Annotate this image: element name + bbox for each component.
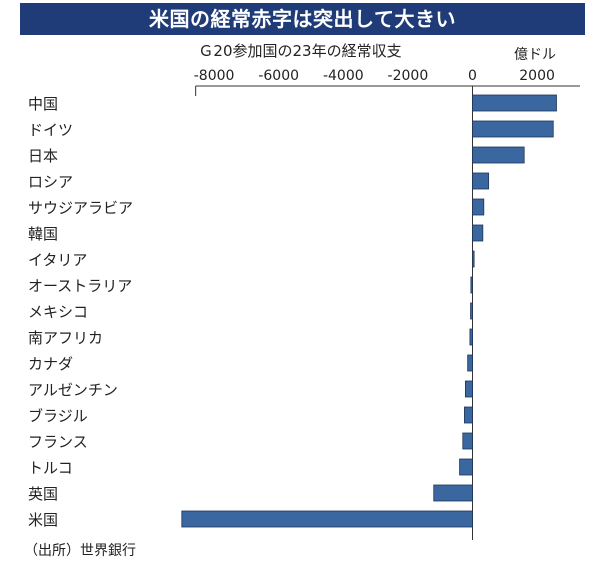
x-tick-label: 2000: [519, 68, 555, 84]
category-label: アルゼンチン: [28, 381, 118, 399]
category-label: ロシア: [28, 173, 73, 191]
bar-10: [469, 328, 473, 346]
bar-7: [472, 250, 475, 268]
bar-3: [472, 146, 525, 164]
category-label: 中国: [28, 95, 58, 113]
category-label: オーストラリア: [28, 277, 132, 295]
x-tick-label: 0: [468, 68, 477, 84]
bar-12: [464, 380, 473, 398]
x-tick-label: -6000: [258, 68, 299, 84]
category-label: 韓国: [28, 225, 58, 243]
bar-14: [462, 432, 473, 450]
source-note: （出所）世界銀行: [24, 543, 136, 559]
category-label: カナダ: [28, 355, 73, 373]
category-label: 米国: [28, 511, 58, 529]
unit-label: 億ドル: [514, 47, 556, 63]
bar-13: [464, 406, 473, 424]
bar-17: [181, 510, 473, 528]
category-label: 日本: [28, 147, 58, 165]
bar-4: [472, 172, 490, 190]
bar-6: [472, 224, 484, 242]
bar-11: [467, 354, 473, 372]
bar-16: [433, 484, 473, 502]
category-label: ドイツ: [28, 121, 73, 139]
chart-title: 米国の経常赤字は突出して大きい: [20, 3, 585, 35]
category-label: トルコ: [28, 459, 73, 477]
category-label: サウジアラビア: [28, 199, 133, 217]
x-tick-label: -4000: [323, 68, 364, 84]
bar-15: [459, 458, 473, 476]
bar-2: [472, 120, 554, 138]
category-label: ブラジル: [28, 407, 88, 425]
category-label: 英国: [28, 485, 58, 503]
category-label: 南アフリカ: [28, 329, 103, 347]
bar-8: [470, 276, 473, 294]
category-label: メキシコ: [28, 303, 88, 321]
x-tick-label: -8000: [194, 68, 235, 84]
x-tick-label: -2000: [388, 68, 429, 84]
bar-9: [470, 302, 473, 320]
bar-1: [472, 94, 557, 112]
chart-subtitle: Ｇ20参加国の23年の経常収支: [198, 42, 402, 60]
category-label: イタリア: [28, 251, 87, 269]
category-label: フランス: [28, 433, 88, 451]
bar-5: [472, 198, 485, 216]
